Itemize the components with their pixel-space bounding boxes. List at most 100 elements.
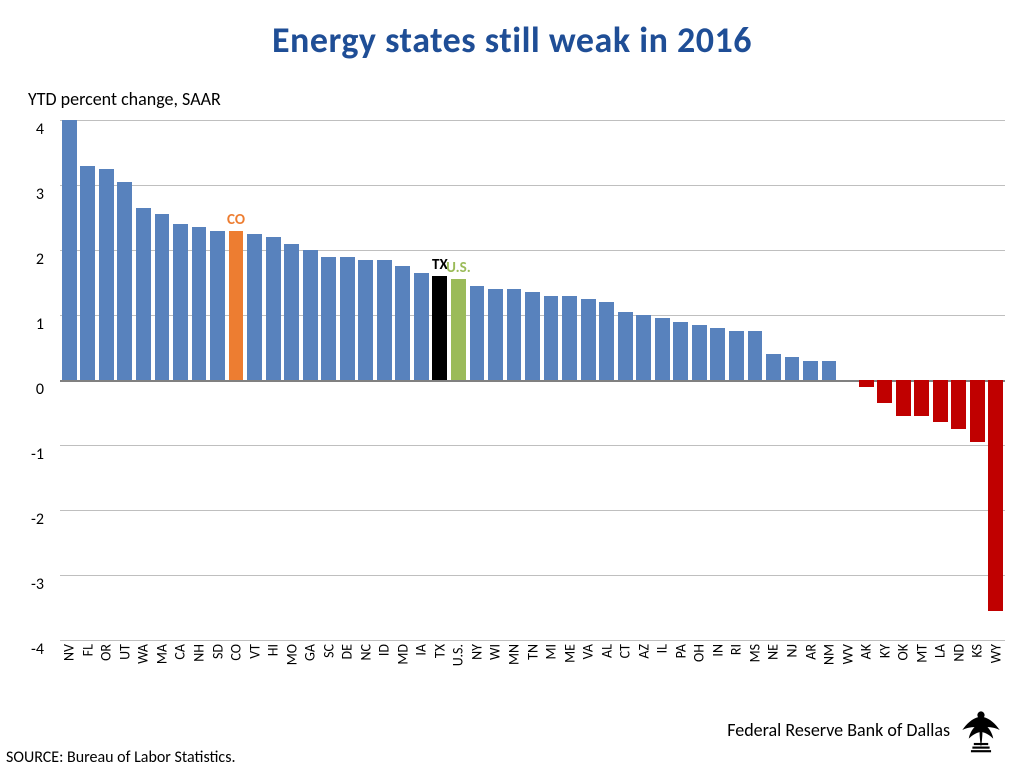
bar — [303, 250, 318, 380]
bar — [80, 166, 95, 381]
bar-slot: U.S.U.S. — [449, 120, 468, 640]
bar — [877, 380, 892, 403]
x-tick-label: CT — [617, 640, 634, 658]
bar — [155, 214, 170, 380]
bar-slot: NC — [357, 120, 376, 640]
bar — [358, 260, 373, 380]
x-tick-label: OK — [895, 640, 912, 661]
x-tick-label: IA — [413, 640, 430, 656]
x-tick-label: FL — [79, 640, 96, 656]
x-tick-label: IL — [654, 640, 671, 653]
x-tick-label: NM — [821, 640, 838, 665]
bar-slot: DE — [338, 120, 357, 640]
footer-attribution: Federal Reserve Bank of Dallas — [727, 707, 1004, 753]
source-text: SOURCE: Bureau of Labor Statistics. — [6, 748, 236, 767]
bar — [507, 289, 522, 380]
bar-slot: HI — [264, 120, 283, 640]
bar — [748, 331, 763, 380]
bar — [914, 380, 929, 416]
bar-slot: CT — [616, 120, 635, 640]
bar — [544, 296, 559, 381]
bars-container: NVFLORUTWAMACANHSDCOCOVTHIMOGASCDENCIDMD… — [60, 120, 1005, 640]
bar-slot: LA — [931, 120, 950, 640]
bar — [673, 322, 688, 381]
bar — [377, 260, 392, 380]
x-tick-label: HI — [265, 640, 282, 656]
bar — [618, 312, 633, 380]
bar-slot: ND — [950, 120, 969, 640]
x-tick-label: RI — [728, 640, 745, 655]
x-tick-label: NY — [468, 640, 485, 660]
bar — [395, 266, 410, 380]
bar-slot: NV — [60, 120, 79, 640]
bar — [692, 325, 707, 380]
x-tick-label: WA — [135, 640, 152, 664]
bar-slot: WV — [838, 120, 857, 640]
x-tick-label: AL — [598, 640, 615, 658]
x-tick-label: LA — [932, 640, 949, 658]
bar — [173, 224, 188, 380]
x-tick-label: TN — [524, 640, 541, 660]
bar-slot: OK — [894, 120, 913, 640]
x-tick-label: KS — [969, 640, 986, 658]
bar — [192, 227, 207, 380]
bar-slot: KY — [875, 120, 894, 640]
x-tick-label: ID — [376, 640, 393, 656]
x-tick-label: GA — [302, 640, 319, 661]
bar-slot: AL — [597, 120, 616, 640]
bar-slot: MT — [912, 120, 931, 640]
bar-slot: NE — [764, 120, 783, 640]
bar — [599, 302, 614, 380]
bar-slot: TN — [523, 120, 542, 640]
x-tick-label: NH — [190, 640, 207, 662]
bar — [99, 169, 114, 380]
bank-name: Federal Reserve Bank of Dallas — [727, 719, 950, 741]
bar — [785, 357, 800, 380]
x-tick-label: WY — [987, 640, 1004, 663]
x-tick-label: NV — [61, 640, 78, 661]
bar-slot: COCO — [227, 120, 246, 640]
bar — [136, 208, 151, 380]
bar-slot: VT — [245, 120, 264, 640]
bar — [766, 354, 781, 380]
bar — [729, 331, 744, 380]
bar-slot: RI — [727, 120, 746, 640]
bar-slot: NH — [190, 120, 209, 640]
bar-slot: VA — [579, 120, 598, 640]
bar-slot: PA — [672, 120, 691, 640]
x-tick-label: AR — [802, 640, 819, 660]
x-tick-label: SC — [320, 640, 337, 658]
bar — [229, 231, 244, 381]
bar — [321, 257, 336, 381]
bar-slot: IL — [653, 120, 672, 640]
bar — [933, 380, 948, 422]
bar — [581, 299, 596, 380]
x-tick-label: DE — [339, 640, 356, 659]
bar-slot: MD — [394, 120, 413, 640]
bar-slot: NM — [820, 120, 839, 640]
x-tick-label: PA — [672, 640, 689, 658]
bar — [470, 286, 485, 380]
bar — [525, 292, 540, 380]
bar-slot: NY — [468, 120, 487, 640]
x-tick-label: VA — [580, 640, 597, 659]
bar-slot: WY — [987, 120, 1006, 640]
y-axis-label: YTD percent change, SAAR — [28, 88, 221, 110]
bar — [451, 279, 466, 380]
bar — [62, 120, 77, 380]
bar — [266, 237, 281, 380]
bar-slot: MS — [746, 120, 765, 640]
x-tick-label: OH — [691, 640, 708, 662]
bar — [988, 380, 1003, 611]
x-tick-label: WV — [839, 640, 856, 664]
bar — [210, 231, 225, 381]
bar-slot: AZ — [634, 120, 653, 640]
x-tick-label: U.S. — [450, 640, 467, 666]
bar-slot: MO — [282, 120, 301, 640]
bar — [710, 328, 725, 380]
x-tick-label: MO — [283, 640, 300, 665]
bar — [247, 234, 262, 380]
bar — [896, 380, 911, 416]
x-tick-label: AZ — [635, 640, 652, 659]
bar-slot: WI — [486, 120, 505, 640]
